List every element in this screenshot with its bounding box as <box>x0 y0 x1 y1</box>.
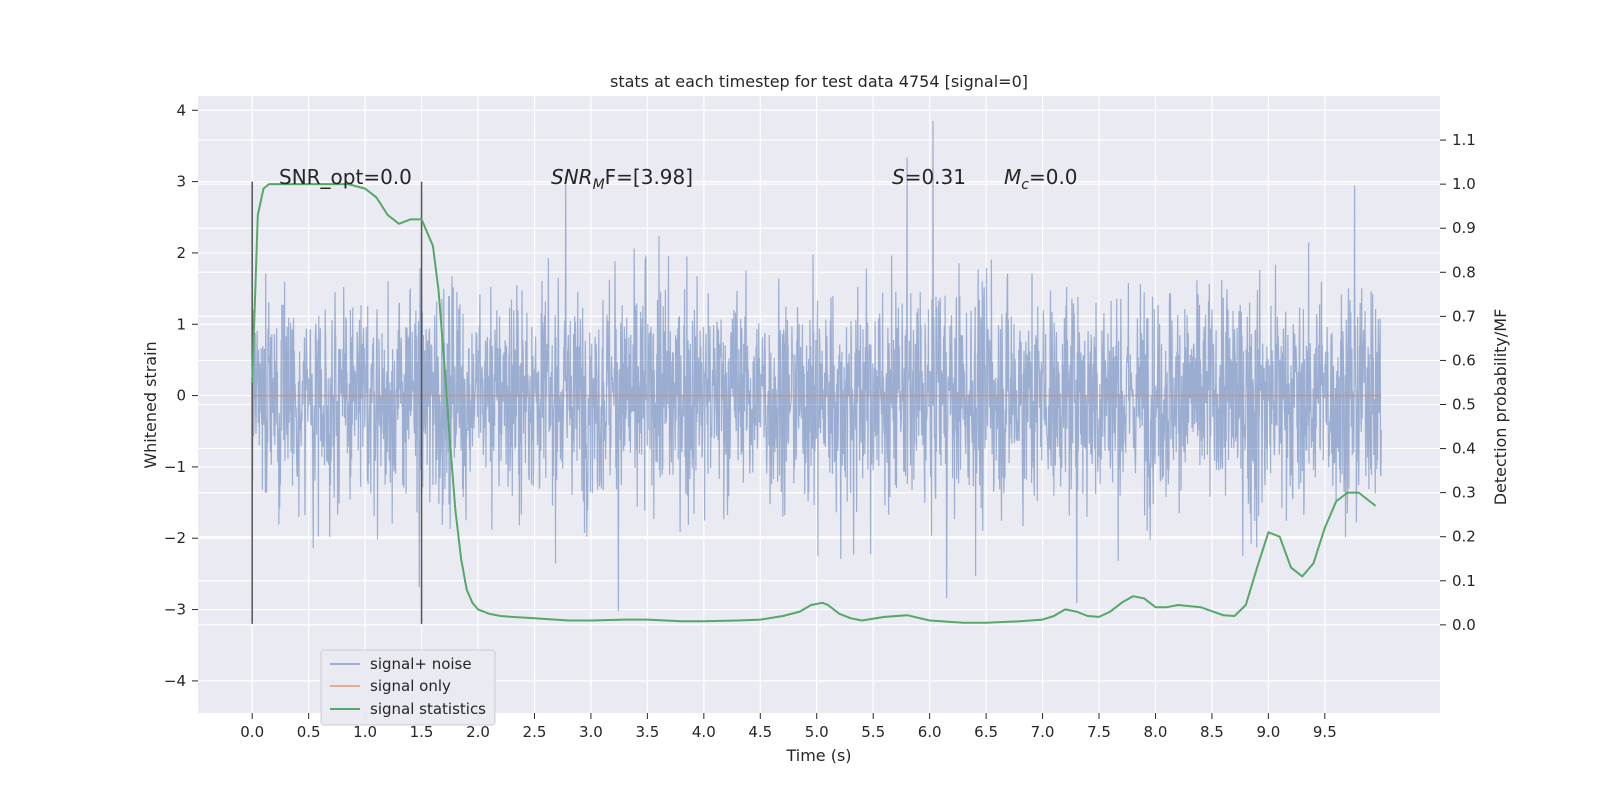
y2-tick-label: 0.6 <box>1452 351 1476 369</box>
y-tick-label: 1 <box>176 315 186 333</box>
y-tick-label: −4 <box>164 672 186 690</box>
x-tick-label: 5.0 <box>805 723 829 741</box>
x-tick-label: 2.5 <box>523 723 547 741</box>
x-tick-label: 0.0 <box>240 723 264 741</box>
y2-axis-ticks: 0.0 0.1 0.2 0.3 0.4 0.5 0.6 0.7 0.8 0.9 1.0 1.1 <box>1440 131 1476 634</box>
noise-trace <box>251 120 1382 612</box>
y-tick-label: −2 <box>164 529 186 547</box>
y2-tick-label: 0.8 <box>1452 263 1476 281</box>
chart-title: stats at each timestep for test data 475… <box>610 72 1028 91</box>
y-axis-ticks: −4 −3 −2 −1 0 1 2 3 4 <box>164 101 198 690</box>
x-tick-label: 1.0 <box>353 723 377 741</box>
annotation-snr-mf: SNRMF=[3.98] <box>551 165 693 193</box>
y2-tick-label: 0.7 <box>1452 307 1476 325</box>
series-signal-plus-noise <box>251 120 1382 612</box>
y2-tick-label: 0.2 <box>1452 528 1476 546</box>
x-tick-label: 4.5 <box>748 723 772 741</box>
x-tick-label: 8.0 <box>1144 723 1168 741</box>
annotation-snr-mf-subscript: M <box>593 177 605 193</box>
y2-tick-label: 0.9 <box>1452 219 1476 237</box>
y-tick-label: −1 <box>164 458 186 476</box>
x-tick-label: 9.0 <box>1256 723 1280 741</box>
y2-tick-label: 1.1 <box>1452 131 1476 149</box>
series-signal-statistics <box>251 183 1377 624</box>
x-tick-label: 0.5 <box>297 723 321 741</box>
legend-label-signal-only: signal only <box>370 677 451 695</box>
y2-tick-label: 0.3 <box>1452 484 1476 502</box>
annotation-mc: Mc=0.0 <box>1004 165 1078 193</box>
annotation-mc-symbol: M <box>1004 165 1021 189</box>
y-tick-label: 3 <box>176 173 186 191</box>
y-tick-label: −3 <box>164 601 186 619</box>
x-axis-label: Time (s) <box>785 746 851 765</box>
annotation-s: S=0.31 <box>892 165 966 189</box>
annotation-s-value: =0.31 <box>905 165 966 189</box>
x-tick-label: 7.5 <box>1087 723 1111 741</box>
y2-tick-label: 0.4 <box>1452 440 1476 458</box>
legend-label-signal-plus-noise: signal+ noise <box>370 655 472 673</box>
y-tick-label: 2 <box>176 244 186 262</box>
annotation-mc-subscript: c <box>1021 177 1029 193</box>
y-tick-label: 0 <box>176 387 186 405</box>
x-axis-ticks: 0.0 0.5 1.0 1.5 2.0 2.5 3.0 3.5 4.0 4.5 5.0 5.5 6.0 6… <box>240 713 1337 741</box>
y2-tick-label: 0.0 <box>1452 616 1476 634</box>
annotation-mc-value: =0.0 <box>1029 165 1078 189</box>
y2-tick-label: 1.0 <box>1452 175 1476 193</box>
x-tick-label: 6.0 <box>918 723 942 741</box>
x-tick-label: 1.5 <box>410 723 434 741</box>
signal-statistics-line <box>251 183 1377 624</box>
annotation-snr-opt: SNR_opt=0.0 <box>279 165 412 189</box>
y-tick-label: 4 <box>176 101 186 119</box>
annotation-s-symbol: S <box>892 165 905 189</box>
x-tick-label: 3.5 <box>635 723 659 741</box>
x-tick-label: 9.5 <box>1313 723 1337 741</box>
legend: signal+ noise signal only signal statist… <box>320 649 496 726</box>
marker-lines <box>251 181 423 624</box>
x-tick-label: 3.0 <box>579 723 603 741</box>
y2-axis-label: Detection probability/MF <box>1491 309 1510 506</box>
x-tick-label: 7.0 <box>1031 723 1055 741</box>
x-tick-label: 5.5 <box>861 723 885 741</box>
legend-box <box>320 649 496 726</box>
x-tick-label: 2.0 <box>466 723 490 741</box>
x-tick-label: 4.0 <box>692 723 716 741</box>
legend-label-signal-statistics: signal statistics <box>370 700 486 718</box>
annotation-snr-mf-symbol: SNR <box>551 165 593 189</box>
x-tick-label: 6.5 <box>974 723 998 741</box>
y2-tick-label: 0.5 <box>1452 396 1476 414</box>
x-tick-label: 8.5 <box>1200 723 1224 741</box>
y2-tick-label: 0.1 <box>1452 572 1476 590</box>
annotation-snr-mf-value: F=[3.98] <box>605 165 693 189</box>
y-axis-label: Whitened strain <box>141 341 160 468</box>
